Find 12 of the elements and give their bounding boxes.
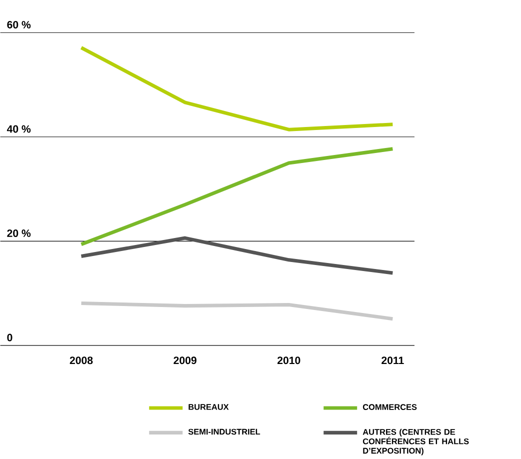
y-tick-label: 0 bbox=[7, 334, 12, 342]
legend-label: COMMERCES bbox=[362, 404, 417, 410]
y-tick-label: 60 % bbox=[7, 20, 31, 28]
y-tick-label: 40 % bbox=[6, 125, 31, 133]
x-tick-label: 2008 bbox=[70, 356, 93, 364]
x-tick-label: 2011 bbox=[382, 356, 404, 364]
x-tick-label: 2009 bbox=[174, 356, 196, 364]
legend-label: BUREAUX bbox=[188, 404, 229, 410]
y-tick-label: 20 % bbox=[7, 229, 31, 237]
legend-label: SEMI-INDUSTRIEL bbox=[188, 428, 260, 435]
legend-label: AUTRES (CENTRES DE CONFÉRENCES ET HALLS D’EXPOSITION) bbox=[362, 428, 469, 456]
x-tick-label: 2010 bbox=[277, 356, 300, 364]
